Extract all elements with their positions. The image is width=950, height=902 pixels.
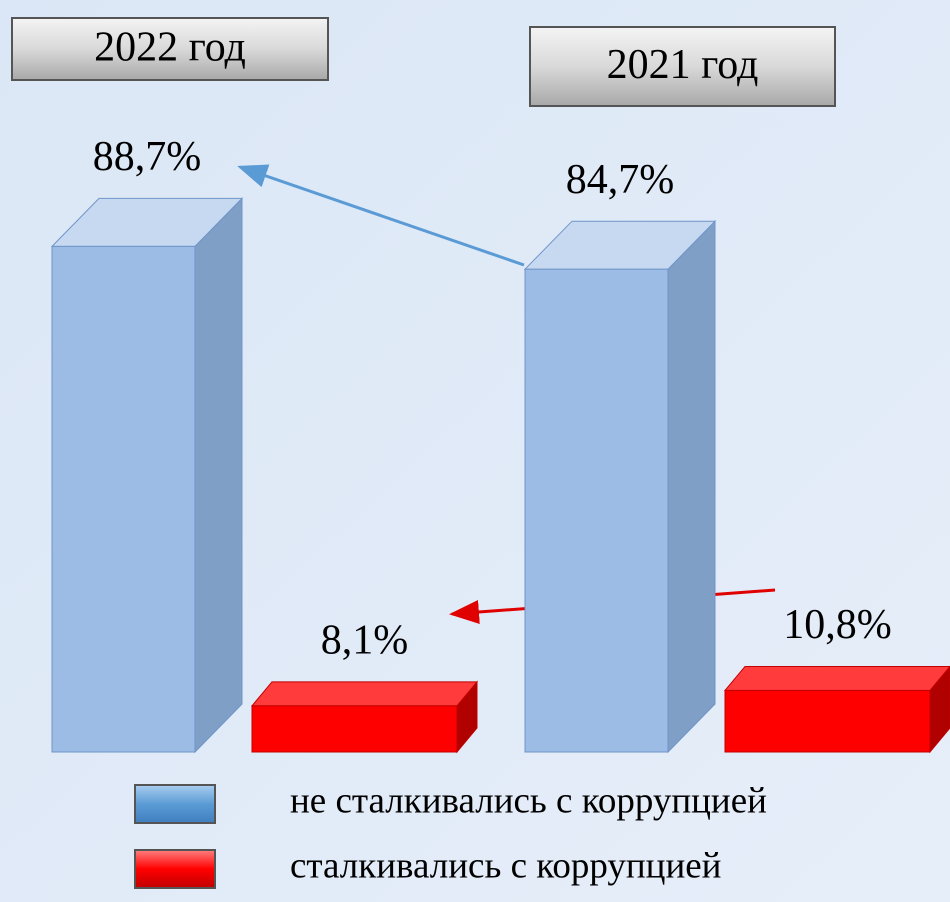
category-box bbox=[11, 17, 329, 81]
bar bbox=[51, 245, 196, 753]
category-label: 2021 год bbox=[607, 42, 759, 88]
legend-label: не сталкивались с коррупцией bbox=[290, 780, 767, 821]
bar-side bbox=[194, 197, 243, 754]
bar-top bbox=[723, 665, 950, 691]
bar bbox=[251, 705, 458, 753]
bar-side bbox=[667, 219, 716, 754]
bar-top bbox=[250, 681, 479, 707]
category-box bbox=[529, 26, 836, 107]
legend-label: сталкивались с коррупцией bbox=[290, 845, 721, 886]
arrow bbox=[237, 164, 525, 267]
value-label: 8,1% bbox=[321, 617, 409, 663]
value-label: 10,8% bbox=[783, 602, 892, 648]
bar bbox=[724, 689, 931, 753]
legend-swatch bbox=[134, 784, 216, 824]
legend-swatch bbox=[134, 849, 216, 889]
bar bbox=[524, 268, 669, 753]
value-label: 84,7% bbox=[566, 157, 675, 203]
value-label: 88,7% bbox=[93, 134, 202, 180]
category-label: 2022 год bbox=[94, 25, 246, 71]
